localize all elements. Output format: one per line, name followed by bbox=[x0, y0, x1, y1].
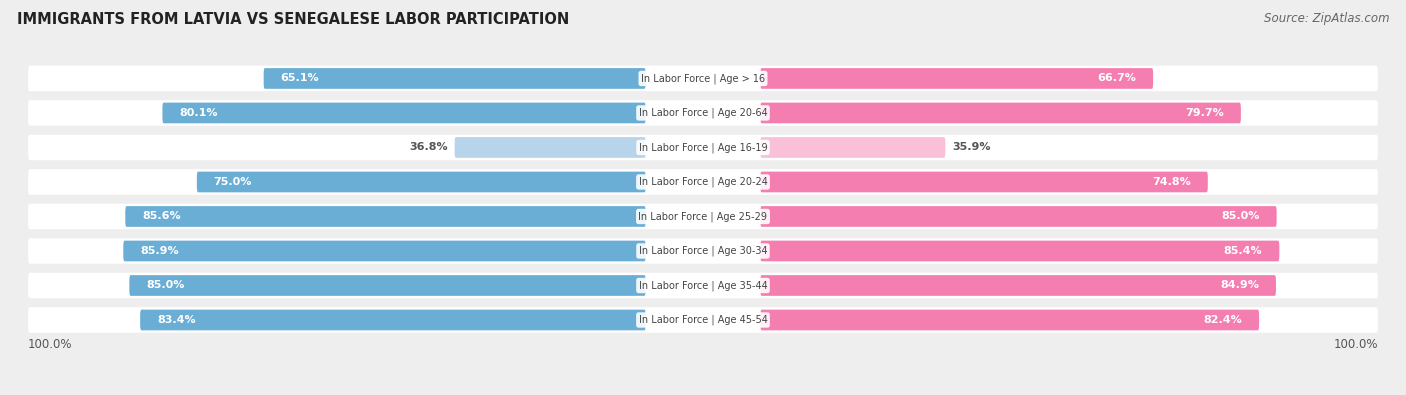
FancyBboxPatch shape bbox=[28, 273, 1378, 298]
FancyBboxPatch shape bbox=[124, 241, 645, 261]
Text: 82.4%: 82.4% bbox=[1204, 315, 1243, 325]
Text: In Labor Force | Age 25-29: In Labor Force | Age 25-29 bbox=[638, 211, 768, 222]
FancyBboxPatch shape bbox=[28, 100, 1378, 126]
FancyBboxPatch shape bbox=[163, 103, 645, 123]
FancyBboxPatch shape bbox=[264, 68, 645, 89]
Text: In Labor Force | Age 30-34: In Labor Force | Age 30-34 bbox=[638, 246, 768, 256]
Text: 83.4%: 83.4% bbox=[157, 315, 195, 325]
Text: 36.8%: 36.8% bbox=[409, 143, 449, 152]
FancyBboxPatch shape bbox=[28, 307, 1378, 333]
Text: 75.0%: 75.0% bbox=[214, 177, 252, 187]
Text: 85.9%: 85.9% bbox=[141, 246, 179, 256]
FancyBboxPatch shape bbox=[761, 310, 1260, 330]
FancyBboxPatch shape bbox=[28, 135, 1378, 160]
FancyBboxPatch shape bbox=[125, 206, 645, 227]
Text: IMMIGRANTS FROM LATVIA VS SENEGALESE LABOR PARTICIPATION: IMMIGRANTS FROM LATVIA VS SENEGALESE LAB… bbox=[17, 12, 569, 27]
Text: In Labor Force | Age > 16: In Labor Force | Age > 16 bbox=[641, 73, 765, 84]
FancyBboxPatch shape bbox=[454, 137, 645, 158]
Text: In Labor Force | Age 16-19: In Labor Force | Age 16-19 bbox=[638, 142, 768, 153]
Text: In Labor Force | Age 45-54: In Labor Force | Age 45-54 bbox=[638, 315, 768, 325]
Text: Source: ZipAtlas.com: Source: ZipAtlas.com bbox=[1264, 12, 1389, 25]
Text: 100.0%: 100.0% bbox=[28, 339, 73, 351]
Text: 80.1%: 80.1% bbox=[180, 108, 218, 118]
Text: In Labor Force | Age 20-24: In Labor Force | Age 20-24 bbox=[638, 177, 768, 187]
Text: In Labor Force | Age 35-44: In Labor Force | Age 35-44 bbox=[638, 280, 768, 291]
Text: 85.0%: 85.0% bbox=[146, 280, 184, 290]
FancyBboxPatch shape bbox=[761, 103, 1241, 123]
FancyBboxPatch shape bbox=[141, 310, 645, 330]
FancyBboxPatch shape bbox=[761, 275, 1277, 296]
Text: 85.0%: 85.0% bbox=[1222, 211, 1260, 222]
FancyBboxPatch shape bbox=[761, 171, 1208, 192]
Text: 65.1%: 65.1% bbox=[281, 73, 319, 83]
FancyBboxPatch shape bbox=[129, 275, 645, 296]
Text: 85.4%: 85.4% bbox=[1223, 246, 1263, 256]
Text: 79.7%: 79.7% bbox=[1185, 108, 1225, 118]
FancyBboxPatch shape bbox=[761, 241, 1279, 261]
Text: In Labor Force | Age 20-64: In Labor Force | Age 20-64 bbox=[638, 108, 768, 118]
Text: 35.9%: 35.9% bbox=[952, 143, 991, 152]
FancyBboxPatch shape bbox=[28, 204, 1378, 229]
FancyBboxPatch shape bbox=[28, 66, 1378, 91]
FancyBboxPatch shape bbox=[761, 137, 945, 158]
FancyBboxPatch shape bbox=[761, 68, 1153, 89]
Text: 66.7%: 66.7% bbox=[1098, 73, 1136, 83]
FancyBboxPatch shape bbox=[28, 238, 1378, 264]
Text: 74.8%: 74.8% bbox=[1152, 177, 1191, 187]
Text: 85.6%: 85.6% bbox=[142, 211, 181, 222]
FancyBboxPatch shape bbox=[761, 206, 1277, 227]
FancyBboxPatch shape bbox=[197, 171, 645, 192]
FancyBboxPatch shape bbox=[28, 169, 1378, 195]
Text: 84.9%: 84.9% bbox=[1220, 280, 1260, 290]
Text: 100.0%: 100.0% bbox=[1333, 339, 1378, 351]
